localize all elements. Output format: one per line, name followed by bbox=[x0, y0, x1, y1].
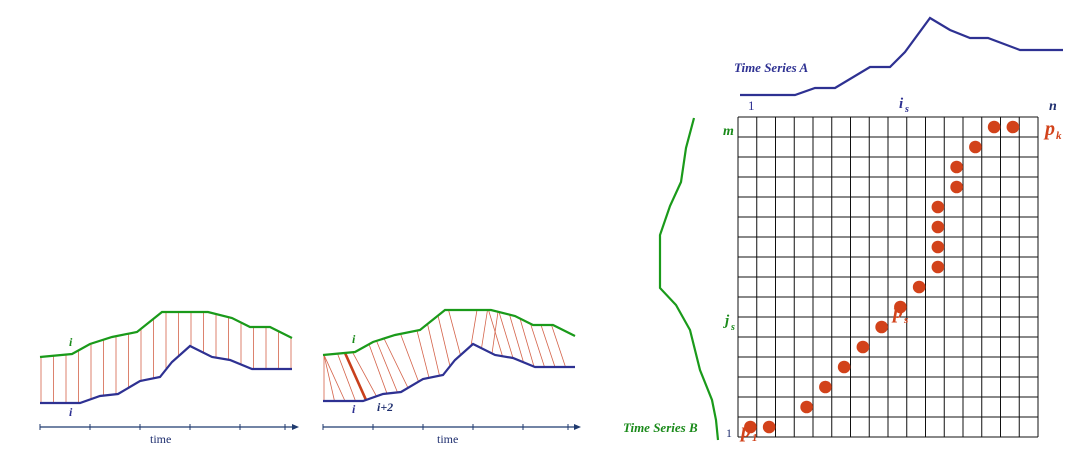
dtw-axis-label: time bbox=[437, 432, 458, 446]
euclidean-correspondence-lines bbox=[40, 312, 292, 403]
correspondence-line bbox=[519, 318, 535, 367]
warping-path-dot bbox=[987, 120, 1001, 134]
warping-path-dot bbox=[837, 360, 851, 374]
svg-text:k: k bbox=[1056, 130, 1062, 142]
euclidean-bottom-series-line bbox=[40, 344, 292, 405]
row-end-label: m bbox=[723, 124, 734, 139]
correspondence-line bbox=[337, 353, 356, 402]
svg-text:p: p bbox=[739, 420, 751, 442]
correspondence-line bbox=[383, 338, 409, 389]
svg-text:p: p bbox=[1043, 118, 1055, 140]
correspondence-line bbox=[481, 309, 488, 349]
svg-text:i: i bbox=[899, 96, 904, 112]
dtw-top-index-label: i bbox=[352, 332, 356, 346]
correspondence-line bbox=[551, 324, 566, 368]
warping-path-dot bbox=[800, 400, 813, 414]
warping-path-dot bbox=[1006, 120, 1020, 134]
warping-path-dot bbox=[950, 160, 963, 174]
dtw-bottom-series-line bbox=[323, 342, 575, 403]
dtw-alignment-panel: i i i+2 time bbox=[322, 308, 581, 446]
warping-path-dot bbox=[931, 260, 945, 274]
correspondence-line bbox=[540, 324, 556, 368]
correspondence-line bbox=[498, 311, 514, 359]
time-series-b-label: Time Series B bbox=[623, 420, 698, 435]
column-start-label: 1 bbox=[748, 98, 755, 113]
correspondence-line bbox=[470, 309, 478, 346]
column-end-label: n bbox=[1049, 99, 1057, 114]
correspondence-line bbox=[488, 309, 503, 357]
row-start-label: 1 bbox=[726, 426, 732, 440]
warping-path-dot bbox=[762, 420, 776, 434]
column-mid-label: i s bbox=[899, 96, 909, 115]
dtw-axis-ticks bbox=[322, 424, 569, 430]
correspondence-line bbox=[352, 352, 377, 397]
euclidean-axis-label: time bbox=[150, 432, 171, 446]
svg-text:p: p bbox=[891, 301, 903, 323]
correspondence-line bbox=[437, 315, 451, 367]
euclidean-top-series-line bbox=[39, 310, 293, 359]
correspondence-line bbox=[323, 354, 346, 402]
correspondence-line bbox=[368, 344, 388, 394]
dtw-time-axis-arrow bbox=[574, 424, 581, 430]
warping-path-dot bbox=[969, 140, 982, 154]
euclidean-alignment-panel: i i time bbox=[39, 310, 299, 446]
time-series-b-line bbox=[658, 117, 720, 441]
svg-text:s: s bbox=[730, 322, 735, 333]
path-start-label: p 1 bbox=[739, 420, 758, 444]
euclidean-time-axis-arrow bbox=[292, 424, 299, 430]
warping-path-dot bbox=[875, 320, 888, 334]
svg-text:1: 1 bbox=[752, 432, 758, 444]
correspondence-line bbox=[376, 340, 398, 393]
correspondence-line bbox=[509, 314, 524, 363]
warping-matrix-panel: Time Series A Time Series B 1 i s n m j … bbox=[623, 16, 1063, 444]
svg-text:s: s bbox=[903, 314, 908, 326]
warping-path-dot bbox=[744, 420, 757, 434]
euclidean-bottom-index-label: i bbox=[69, 405, 73, 419]
euclidean-top-index-label: i bbox=[69, 335, 73, 349]
correspondence-line bbox=[323, 354, 335, 402]
warping-path bbox=[744, 120, 1020, 434]
correspondence-line bbox=[400, 333, 419, 382]
row-mid-label: j s bbox=[723, 313, 735, 333]
warping-path-dot bbox=[856, 340, 870, 354]
warping-path-dot bbox=[819, 380, 832, 394]
correspondence-line bbox=[343, 352, 368, 401]
warping-path-dot bbox=[894, 300, 907, 314]
euclidean-axis-ticks bbox=[39, 424, 286, 430]
svg-text:s: s bbox=[904, 104, 909, 115]
correspondence-line bbox=[416, 330, 430, 378]
dtw-top-series-line bbox=[322, 308, 576, 357]
correspondence-line bbox=[448, 309, 461, 356]
dtw-bottom-index-label: i bbox=[352, 402, 356, 416]
correspondence-line bbox=[530, 323, 545, 368]
warping-path-dot bbox=[950, 180, 963, 194]
path-end-label: p k bbox=[1043, 118, 1062, 142]
time-series-a-label: Time Series A bbox=[734, 60, 808, 75]
correspondence-line bbox=[427, 323, 440, 376]
warping-path-dot bbox=[931, 240, 945, 254]
warping-path-dot bbox=[912, 280, 926, 294]
dtw-bottom-offset-label: i+2 bbox=[377, 400, 393, 414]
svg-text:j: j bbox=[723, 313, 730, 329]
path-mid-label: p s bbox=[891, 301, 908, 326]
time-series-a-line bbox=[740, 16, 1063, 97]
dtw-correspondence-lines bbox=[323, 309, 566, 402]
warping-path-dot bbox=[931, 220, 945, 234]
warping-path-dot bbox=[931, 200, 945, 214]
warping-grid bbox=[737, 116, 1039, 438]
